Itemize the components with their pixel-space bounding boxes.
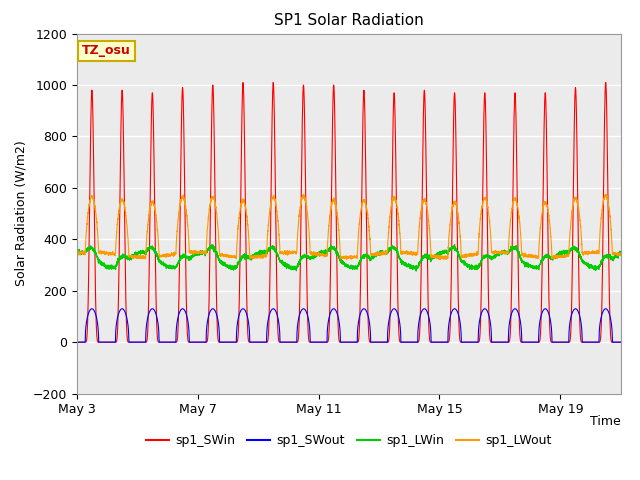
sp1_SWin	[73, 339, 81, 345]
sp1_LWout	[170, 252, 178, 258]
sp1_SWin	[602, 80, 609, 85]
sp1_SWout	[95, 339, 103, 345]
sp1_LWin	[617, 249, 625, 255]
sp1_LWout	[95, 251, 102, 256]
sp1_LWout	[300, 192, 307, 197]
Y-axis label: Solar Radiation (W/m2): Solar Radiation (W/m2)	[14, 141, 27, 287]
sp1_LWout	[173, 226, 181, 231]
sp1_SWin	[170, 339, 178, 345]
Line: sp1_SWin: sp1_SWin	[77, 83, 621, 342]
sp1_SWout	[170, 339, 178, 345]
sp1_LWin	[170, 264, 178, 270]
sp1_SWout	[255, 339, 263, 345]
sp1_LWin	[173, 262, 181, 268]
Legend: sp1_SWin, sp1_SWout, sp1_LWin, sp1_LWout: sp1_SWin, sp1_SWout, sp1_LWin, sp1_LWout	[141, 429, 556, 452]
sp1_SWout	[73, 339, 81, 345]
sp1_SWout	[611, 339, 618, 345]
sp1_SWin	[397, 339, 404, 345]
sp1_LWout	[342, 256, 350, 262]
sp1_SWin	[255, 339, 263, 345]
Text: Time: Time	[590, 415, 621, 428]
sp1_LWout	[73, 251, 81, 256]
Text: TZ_osu: TZ_osu	[82, 44, 131, 58]
sp1_SWout	[617, 339, 625, 345]
sp1_SWout	[173, 317, 181, 323]
sp1_LWin	[95, 257, 102, 263]
Title: SP1 Solar Radiation: SP1 Solar Radiation	[274, 13, 424, 28]
sp1_LWin	[451, 242, 458, 248]
sp1_LWout	[255, 253, 263, 259]
sp1_SWin	[173, 336, 181, 342]
sp1_LWin	[397, 257, 404, 263]
sp1_LWout	[397, 244, 404, 250]
sp1_LWin	[412, 268, 420, 274]
sp1_SWout	[397, 328, 404, 334]
sp1_SWin	[611, 339, 618, 345]
sp1_SWin	[617, 339, 625, 345]
sp1_LWin	[611, 254, 619, 260]
sp1_SWout	[88, 306, 96, 312]
Line: sp1_LWout: sp1_LWout	[77, 194, 621, 259]
sp1_LWout	[611, 251, 619, 256]
sp1_SWin	[95, 339, 102, 345]
Line: sp1_LWin: sp1_LWin	[77, 245, 621, 271]
sp1_LWin	[73, 251, 81, 256]
Line: sp1_SWout: sp1_SWout	[77, 309, 621, 342]
sp1_LWin	[255, 251, 263, 257]
sp1_LWout	[617, 252, 625, 258]
